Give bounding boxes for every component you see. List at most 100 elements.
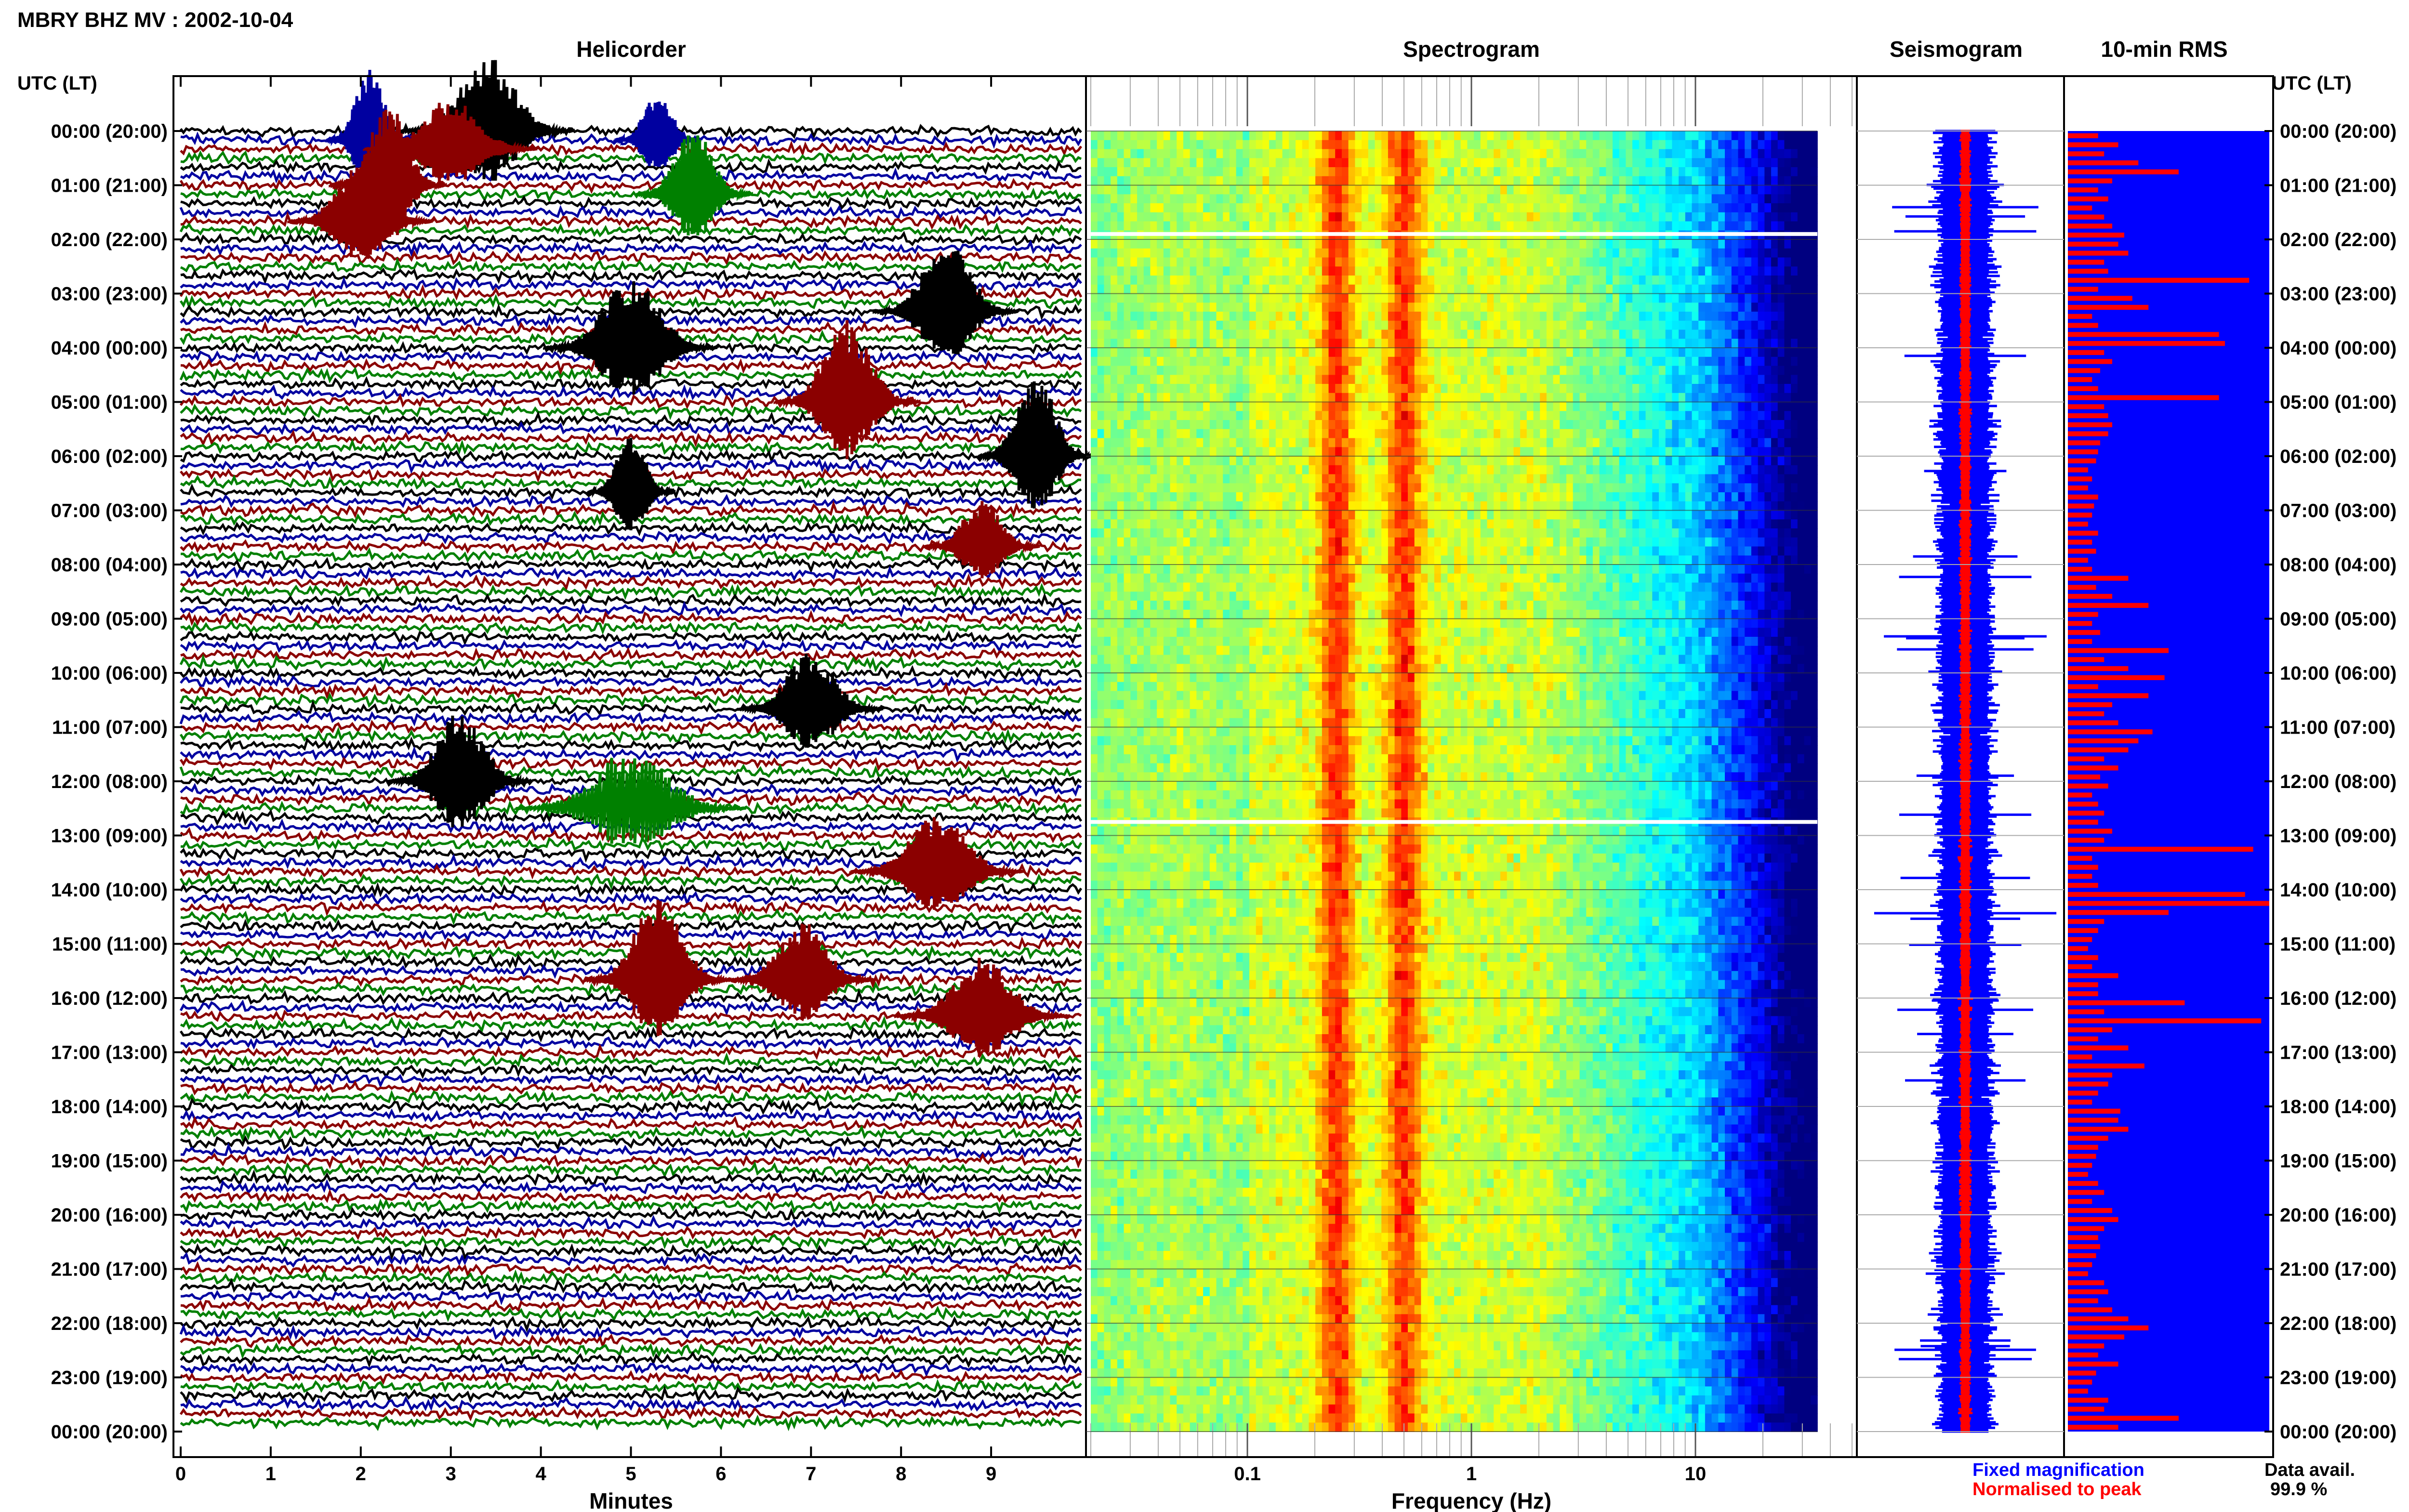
spectrogram-cell bbox=[1256, 239, 1263, 249]
spectrogram-cell bbox=[1230, 302, 1237, 312]
spectrogram-cell bbox=[1718, 511, 1725, 520]
spectrogram-cell bbox=[1117, 511, 1125, 520]
spectrogram-cell bbox=[1349, 375, 1356, 384]
spectrogram-cell bbox=[1289, 285, 1296, 294]
spectrogram-cell bbox=[1349, 483, 1356, 493]
spectrogram-cell bbox=[1705, 438, 1712, 448]
spectrogram-cell bbox=[1487, 375, 1495, 384]
spectrogram-cell bbox=[1309, 429, 1316, 439]
spectrogram-cell bbox=[1705, 131, 1712, 141]
spectrogram-cell bbox=[1547, 140, 1554, 150]
spectrogram-cell bbox=[1632, 131, 1640, 141]
spectrogram-cell bbox=[1322, 429, 1329, 439]
spectrogram-cell bbox=[1745, 167, 1752, 177]
spectrogram-cell bbox=[1725, 375, 1732, 384]
spectrogram-cell bbox=[1111, 149, 1118, 159]
spectrogram-cell bbox=[1712, 258, 1719, 267]
spectrogram-cell bbox=[1494, 492, 1501, 502]
spectrogram-cell bbox=[1613, 131, 1620, 141]
spectrogram-cell bbox=[1547, 312, 1554, 321]
spectrogram-cell bbox=[1725, 438, 1732, 448]
spectrogram-cell bbox=[1679, 176, 1686, 186]
spectrogram-cell bbox=[1210, 185, 1217, 195]
spectrogram-cell bbox=[1111, 185, 1118, 195]
spectrogram-cell bbox=[1150, 519, 1157, 529]
spectrogram-cell bbox=[1606, 294, 1613, 303]
spectrogram-cell bbox=[1626, 429, 1633, 439]
spectrogram-cell bbox=[1164, 339, 1171, 348]
spectrogram-cell bbox=[1692, 131, 1699, 141]
spectrogram-cell bbox=[1758, 330, 1765, 340]
spectrogram-cell bbox=[1375, 294, 1382, 303]
spectrogram-cell bbox=[1672, 420, 1679, 430]
spectrogram-cell bbox=[1685, 402, 1693, 412]
spectrogram-cell bbox=[1434, 302, 1442, 312]
spectrogram-cell bbox=[1130, 266, 1138, 276]
spectrogram-cell bbox=[1725, 420, 1732, 430]
spectrogram-cell bbox=[1177, 140, 1184, 150]
spectrogram-cell bbox=[1104, 294, 1111, 303]
spectrogram-cell bbox=[1210, 321, 1217, 330]
spectrogram-cell bbox=[1230, 402, 1237, 412]
spectrogram-cell bbox=[1335, 348, 1342, 357]
spectrogram-cell bbox=[1606, 194, 1613, 204]
spectrogram-cell bbox=[1177, 249, 1184, 258]
spectrogram-cell bbox=[1513, 474, 1521, 484]
spectrogram-cell bbox=[1243, 357, 1250, 367]
spectrogram-cell bbox=[1672, 402, 1679, 412]
spectrogram-cell bbox=[1395, 176, 1402, 186]
spectrogram-cell bbox=[1666, 176, 1673, 186]
spectrogram-cell bbox=[1276, 339, 1283, 348]
spectrogram-cell bbox=[1685, 357, 1693, 367]
spectrogram-cell bbox=[1349, 456, 1356, 466]
spectrogram-cell bbox=[1302, 185, 1310, 195]
spectrogram-cell bbox=[1481, 285, 1488, 294]
spectrogram-cell bbox=[1329, 312, 1336, 321]
spectrogram-cell bbox=[1540, 239, 1547, 249]
spectrogram-cell bbox=[1639, 402, 1646, 412]
spectrogram-cell bbox=[1764, 483, 1772, 493]
spectrogram-cell bbox=[1718, 266, 1725, 276]
spectrogram-cell bbox=[1705, 149, 1712, 159]
spectrogram-cell bbox=[1124, 438, 1131, 448]
spectrogram-cell bbox=[1249, 366, 1257, 376]
spectrogram-cell bbox=[1164, 438, 1171, 448]
spectrogram-cell bbox=[1117, 131, 1125, 141]
spectrogram-cell bbox=[1751, 239, 1759, 249]
spectrogram-cell bbox=[1613, 158, 1620, 168]
spectrogram-cell bbox=[1513, 167, 1521, 177]
spectrogram-cell bbox=[1091, 483, 1098, 493]
spectrogram-cell bbox=[1732, 420, 1739, 430]
spectrogram-cell bbox=[1230, 321, 1237, 330]
spectrogram-cell bbox=[1619, 393, 1627, 403]
spectrogram-cell bbox=[1639, 194, 1646, 204]
spectrogram-cell bbox=[1698, 222, 1706, 231]
spectrogram-cell bbox=[1130, 203, 1138, 213]
spectrogram-cell bbox=[1243, 302, 1250, 312]
spectrogram-cell bbox=[1217, 167, 1224, 177]
spectrogram-cell bbox=[1474, 239, 1481, 249]
spectrogram-cell bbox=[1104, 339, 1111, 348]
spectrogram-cell bbox=[1289, 348, 1296, 357]
spectrogram-cell bbox=[1283, 474, 1290, 484]
spectrogram-cell bbox=[1183, 501, 1191, 511]
spectrogram-cell bbox=[1566, 375, 1574, 384]
spectrogram-cell bbox=[1111, 312, 1118, 321]
spectrogram-cell bbox=[1606, 203, 1613, 213]
spectrogram-cell bbox=[1349, 384, 1356, 394]
spectrogram-cell bbox=[1401, 348, 1408, 357]
spectrogram-cell bbox=[1764, 393, 1772, 403]
spectrogram-cell bbox=[1520, 447, 1527, 457]
spectrogram-cell bbox=[1534, 266, 1541, 276]
spectrogram-cell bbox=[1481, 239, 1488, 249]
spectrogram-cell bbox=[1144, 366, 1151, 376]
spectrogram-cell bbox=[1210, 429, 1217, 439]
spectrogram-cell bbox=[1434, 429, 1442, 439]
spectrogram-cell bbox=[1150, 140, 1157, 150]
spectrogram-cell bbox=[1342, 492, 1349, 502]
spectrogram-cell bbox=[1600, 393, 1607, 403]
spectrogram-cell bbox=[1230, 258, 1237, 267]
spectrogram-cell bbox=[1481, 348, 1488, 357]
spectrogram-cell bbox=[1718, 321, 1725, 330]
spectrogram-cell bbox=[1666, 492, 1673, 502]
